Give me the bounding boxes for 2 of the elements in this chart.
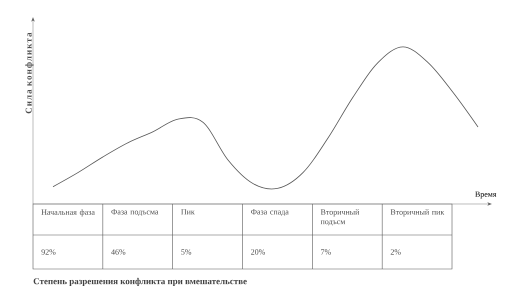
text: Степень разрешения конфликта при вмешательстве xyxy=(34,278,247,286)
y-axis-title: Сила конфликта xyxy=(25,32,34,114)
